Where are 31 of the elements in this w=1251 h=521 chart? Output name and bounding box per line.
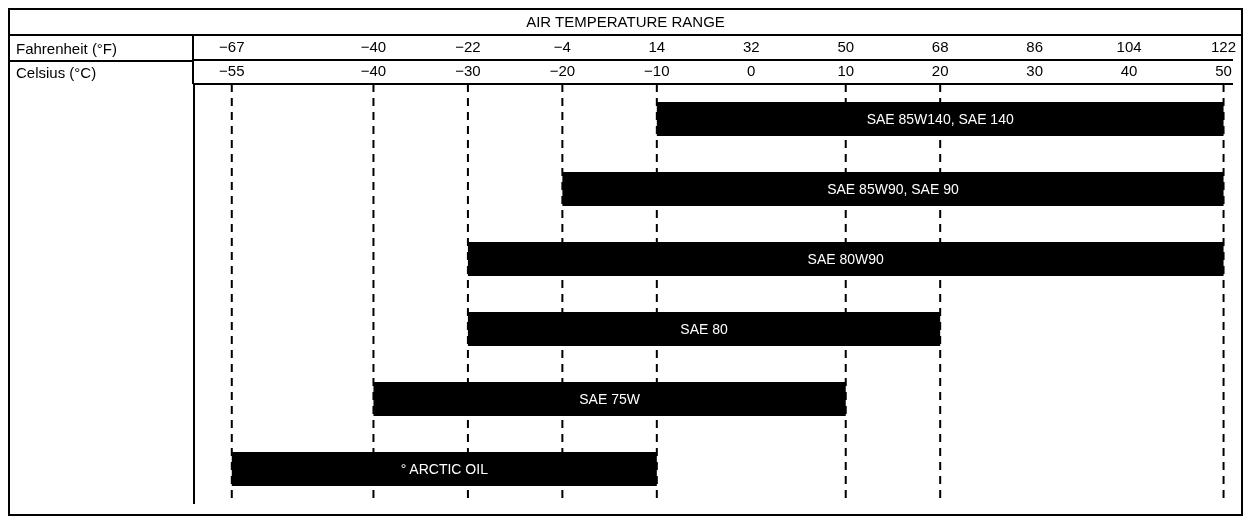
- x2-tick-label: −67: [219, 38, 245, 55]
- chart-title: AIR TEMPERATURE RANGE: [10, 10, 1241, 36]
- x2-tick-label: −22: [455, 38, 481, 55]
- x-tick-label: −10: [644, 62, 670, 79]
- x-tick-label: −30: [455, 62, 481, 79]
- y-tick-label: SAE 80W90: [807, 251, 885, 267]
- y-tick-label: SAE 75W: [579, 391, 641, 407]
- x2-tick-label: 104: [1116, 38, 1142, 55]
- x2-tick-label: 122: [1211, 38, 1237, 55]
- x2-tick-label: −40: [360, 38, 387, 55]
- x-tick-label: 50: [1215, 62, 1232, 79]
- y-tick-label: SAE 85W90, SAE 90: [827, 181, 959, 197]
- x2-tick-label: 14: [648, 38, 666, 55]
- x2-tick-label: 86: [1026, 38, 1043, 55]
- y-tick-label: ° ARCTIC OIL: [400, 461, 489, 477]
- x2-tick-label: −4: [553, 38, 571, 55]
- x-tick-label: −55: [219, 62, 245, 79]
- x2-tick-label: 50: [837, 38, 855, 55]
- x-tick-label: 30: [1026, 62, 1043, 79]
- x-tick-label: 10: [837, 62, 855, 79]
- x2-axis-title: Fahrenheit (°F): [16, 39, 118, 57]
- x2-tick-label: 32: [742, 38, 760, 55]
- x-tick-label: 40: [1120, 62, 1138, 79]
- x-tick-label: −20: [549, 62, 576, 79]
- y-tick-label: SAE 85W140, SAE 140: [866, 111, 1014, 127]
- x-tick-label: 0: [747, 62, 756, 79]
- text: Celsius (°C): [16, 63, 97, 81]
- x-tick-label: −40: [360, 62, 387, 79]
- x2-tick-label: 68: [931, 38, 949, 55]
- x-tick-label: 20: [931, 62, 949, 79]
- y-tick-label: SAE 80: [680, 321, 728, 337]
